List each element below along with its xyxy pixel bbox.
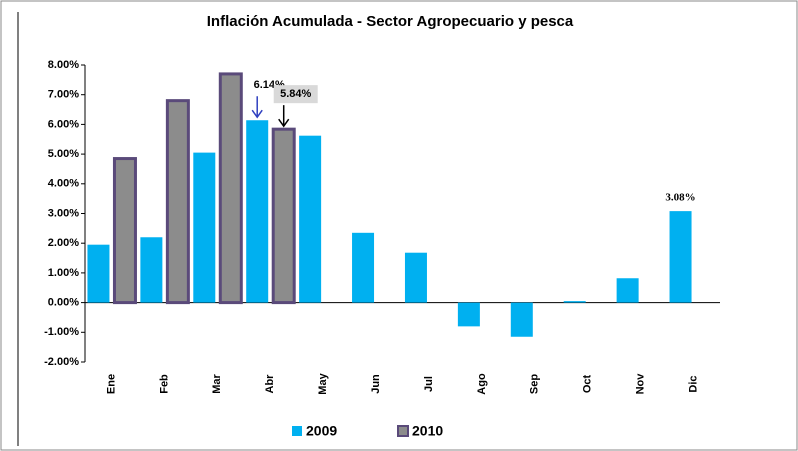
y-tick-label: 7.00% xyxy=(48,89,79,101)
bar xyxy=(299,135,322,303)
x-tick-label: Oct xyxy=(582,374,594,393)
bar xyxy=(510,302,533,337)
bar xyxy=(218,72,243,305)
bar xyxy=(669,211,692,303)
x-tick-label: Ene xyxy=(105,374,117,394)
bar xyxy=(246,120,269,303)
data-label: 5.84% xyxy=(280,88,311,100)
arrow-head xyxy=(251,109,263,119)
x-tick-label: May xyxy=(317,372,329,394)
legend-swatch xyxy=(292,426,302,436)
y-tick-label: -2.00% xyxy=(44,356,79,368)
y-tick-label: -1.00% xyxy=(44,326,79,338)
legend-swatch xyxy=(397,425,409,437)
x-tick-label: Jul xyxy=(423,376,435,392)
bar xyxy=(457,302,480,327)
y-tick-label: 3.00% xyxy=(48,207,79,219)
y-tick-label: 2.00% xyxy=(48,237,79,249)
y-tick-label: 1.00% xyxy=(48,267,79,279)
bar xyxy=(616,278,639,303)
x-tick-label: Abr xyxy=(264,374,276,394)
legend-label: 2009 xyxy=(306,423,337,439)
x-tick-label: Mar xyxy=(211,374,223,394)
y-tick-label: 8.00% xyxy=(48,59,79,71)
bar xyxy=(352,232,375,303)
label-box xyxy=(273,85,318,104)
bar xyxy=(404,252,427,303)
x-tick-label: Jun xyxy=(370,374,382,394)
x-tick-label: Feb xyxy=(158,374,170,394)
bar xyxy=(193,152,216,303)
y-tick-label: 6.00% xyxy=(48,118,79,130)
bar xyxy=(112,157,137,305)
bar xyxy=(165,99,190,305)
x-tick-label: Ago xyxy=(476,373,488,395)
y-tick-label: 0.00% xyxy=(48,297,79,309)
bar xyxy=(87,244,110,303)
arrow-head xyxy=(278,118,290,128)
x-tick-label: Dic xyxy=(687,375,699,392)
bar xyxy=(271,127,296,305)
x-tick-label: Nov xyxy=(635,373,647,395)
bar xyxy=(140,237,163,303)
legend-label: 2010 xyxy=(412,423,443,439)
y-tick-label: 5.00% xyxy=(48,148,79,160)
data-label: 3.08% xyxy=(665,192,695,204)
x-tick-label: Sep xyxy=(529,374,541,394)
chart-title: Inflación Acumulada - Sector Agropecuari… xyxy=(207,13,574,30)
y-tick-label: 4.00% xyxy=(48,178,79,190)
bar xyxy=(563,301,586,303)
